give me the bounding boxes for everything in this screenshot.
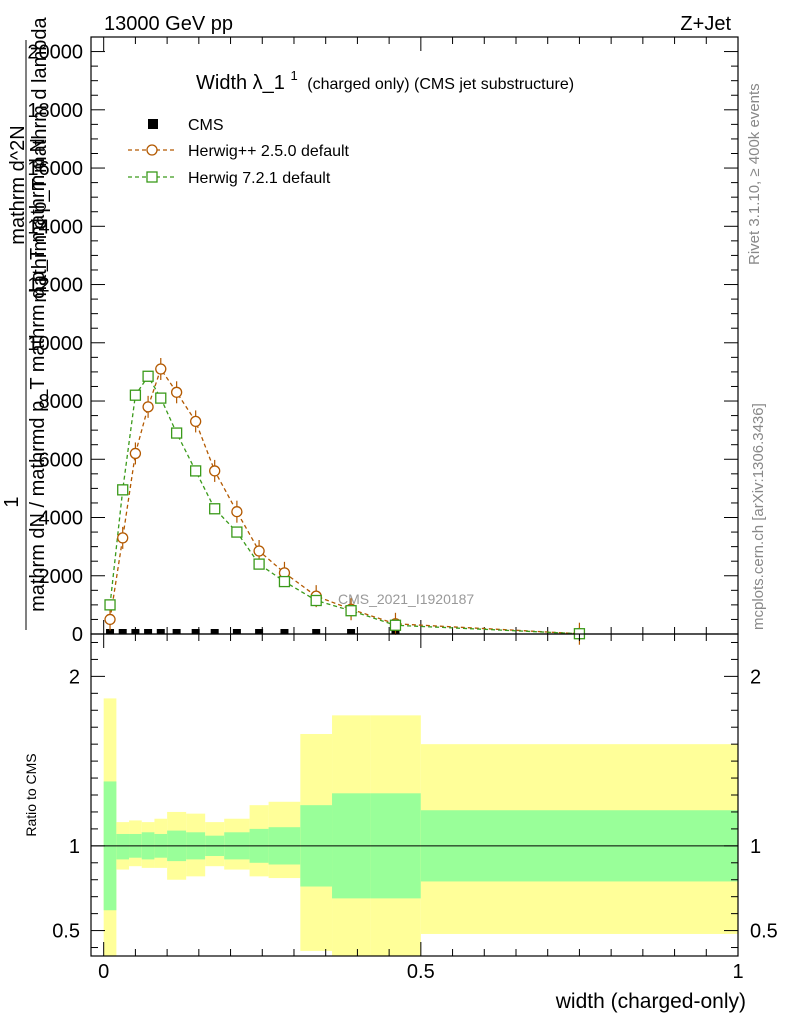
y-tick-label: 16000 xyxy=(27,158,83,180)
herwig7-point xyxy=(231,526,243,538)
herwig7-point xyxy=(117,484,129,496)
legend-cms-label: CMS xyxy=(188,117,224,134)
ratio-panel: 0.5 0.51 12 2 0 0.5 1 Ratio to CMS xyxy=(23,633,778,983)
ratio-y-label: Ratio to CMS xyxy=(23,753,39,836)
series-line-herwig7 xyxy=(109,375,580,635)
ratio-x-ticks: 0 0.5 1 xyxy=(98,634,744,983)
y-tick-label: 0 xyxy=(72,624,83,646)
cms-point xyxy=(210,629,219,634)
y-tick-label: 18000 xyxy=(27,100,83,122)
y-tick-label: 10000 xyxy=(27,333,83,355)
y-label-denominator: mathrm dN / mathrmd p_T mathrm d p_T mat… xyxy=(27,138,49,612)
y-axis-label: 1 mathrm dN / mathrmd p_T mathrm d p_T m… xyxy=(1,16,51,630)
cms-point xyxy=(131,629,140,634)
herwig7-point xyxy=(209,503,221,515)
y-tick-label: 6000 xyxy=(39,449,84,471)
herwigpp-point xyxy=(231,506,243,518)
herwigpp-point xyxy=(104,613,116,626)
herwigpp-point xyxy=(170,386,183,398)
herwig7-point xyxy=(142,370,154,382)
main-x-ticks xyxy=(103,37,739,634)
y-tick-label: 8000 xyxy=(39,391,84,413)
mcplots-label: mcplots.cern.ch [arXiv:1306.3436] xyxy=(750,403,767,630)
ratio-band-inner xyxy=(116,833,130,860)
herwig7-point xyxy=(129,389,142,401)
cms-point xyxy=(156,629,165,634)
ratio-bands xyxy=(103,698,738,956)
watermark: CMS_2021_I1920187 xyxy=(338,591,474,607)
x-tick-label: 0.5 xyxy=(407,961,435,983)
ratio-y-tick-label-right: 0.5 xyxy=(750,921,778,943)
cms-point xyxy=(255,629,264,634)
legend-herwigpp-marker xyxy=(146,144,158,156)
herwigpp-point xyxy=(129,447,142,460)
legend-herwig7-marker xyxy=(146,171,158,183)
cms-point xyxy=(312,629,321,634)
ratio-y-ticks: 0.5 0.5 1 1 2 2 xyxy=(52,641,778,949)
chart-title: Width λ_1 1 (charged only) (CMS jet subs… xyxy=(196,63,574,94)
y-tick-label: 14000 xyxy=(27,216,83,238)
ratio-y-tick-label: 0.5 xyxy=(52,921,80,943)
header-right: Z+Jet xyxy=(680,13,731,35)
ratio-y-tick-label: 2 xyxy=(69,666,80,688)
cms-point xyxy=(347,629,356,634)
herwig7-point xyxy=(345,605,357,617)
cms-point xyxy=(280,629,289,634)
herwig7-point xyxy=(310,594,322,607)
main-panel: 0 2000 4000 6000 8000 10000 12000 14000 16000 180… xyxy=(27,36,739,646)
ratio-y-tick-label: 1 xyxy=(69,836,80,858)
herwig7-point xyxy=(278,575,291,588)
main-y-ticks: 0 2000 4000 6000 8000 10000 12000 14000 16000 180… xyxy=(27,42,738,646)
herwig7-point xyxy=(253,558,265,570)
y-tick-label: 12000 xyxy=(27,275,83,297)
y-label-stack-bottom: mathrm d p_T mathrm d lambda xyxy=(29,16,51,302)
cms-point xyxy=(232,629,241,634)
cms-point xyxy=(118,629,127,634)
x-tick-label: 0 xyxy=(98,961,109,983)
legend-herwigpp-label: Herwig++ 2.5.0 default xyxy=(188,143,350,160)
herwig7-point xyxy=(170,427,183,439)
y-tick-label: 4000 xyxy=(39,508,84,530)
herwig7-point xyxy=(190,465,202,477)
cms-point xyxy=(172,629,181,634)
cms-point xyxy=(106,629,115,634)
herwig7-point xyxy=(155,392,167,404)
legend-cms-marker xyxy=(148,119,158,129)
cms-point xyxy=(144,629,153,634)
x-tick-label: 1 xyxy=(732,961,743,983)
legend-herwig7-label: Herwig 7.2.1 default xyxy=(188,170,331,187)
chart-title-main: Width λ_1 xyxy=(196,72,285,94)
chart-title-sup: 1 xyxy=(291,68,298,83)
herwigpp-point xyxy=(155,363,167,375)
ratio-y-tick-label-right: 2 xyxy=(750,666,761,688)
herwigpp-point xyxy=(190,415,202,428)
herwigpp-point xyxy=(209,465,221,477)
x-axis-label: width (charged-only) xyxy=(555,990,746,1013)
y-label-stack-top: mathrm d^2N xyxy=(7,125,29,244)
chart-title-sub: (charged only) (CMS jet substructure) xyxy=(307,76,574,93)
y-label-numerator: 1 xyxy=(1,496,23,507)
y-tick-label: 20000 xyxy=(27,42,83,64)
herwig7-point xyxy=(104,599,116,611)
herwigpp-point xyxy=(142,401,154,413)
herwig7-point xyxy=(389,619,402,631)
cms-point xyxy=(191,629,200,634)
rivet-label: Rivet 3.1.10, ≥ 400k events xyxy=(746,83,763,265)
herwigpp-point xyxy=(117,532,129,544)
header-left: 13000 GeV pp xyxy=(104,13,233,35)
herwigpp-point xyxy=(253,545,265,557)
y-tick-label: 2000 xyxy=(39,566,84,588)
legend: CMS Herwig++ 2.5.0 default Herwig 7.2.1 … xyxy=(128,117,350,187)
series-markers xyxy=(104,357,586,645)
ratio-y-tick-label-right: 1 xyxy=(750,836,761,858)
